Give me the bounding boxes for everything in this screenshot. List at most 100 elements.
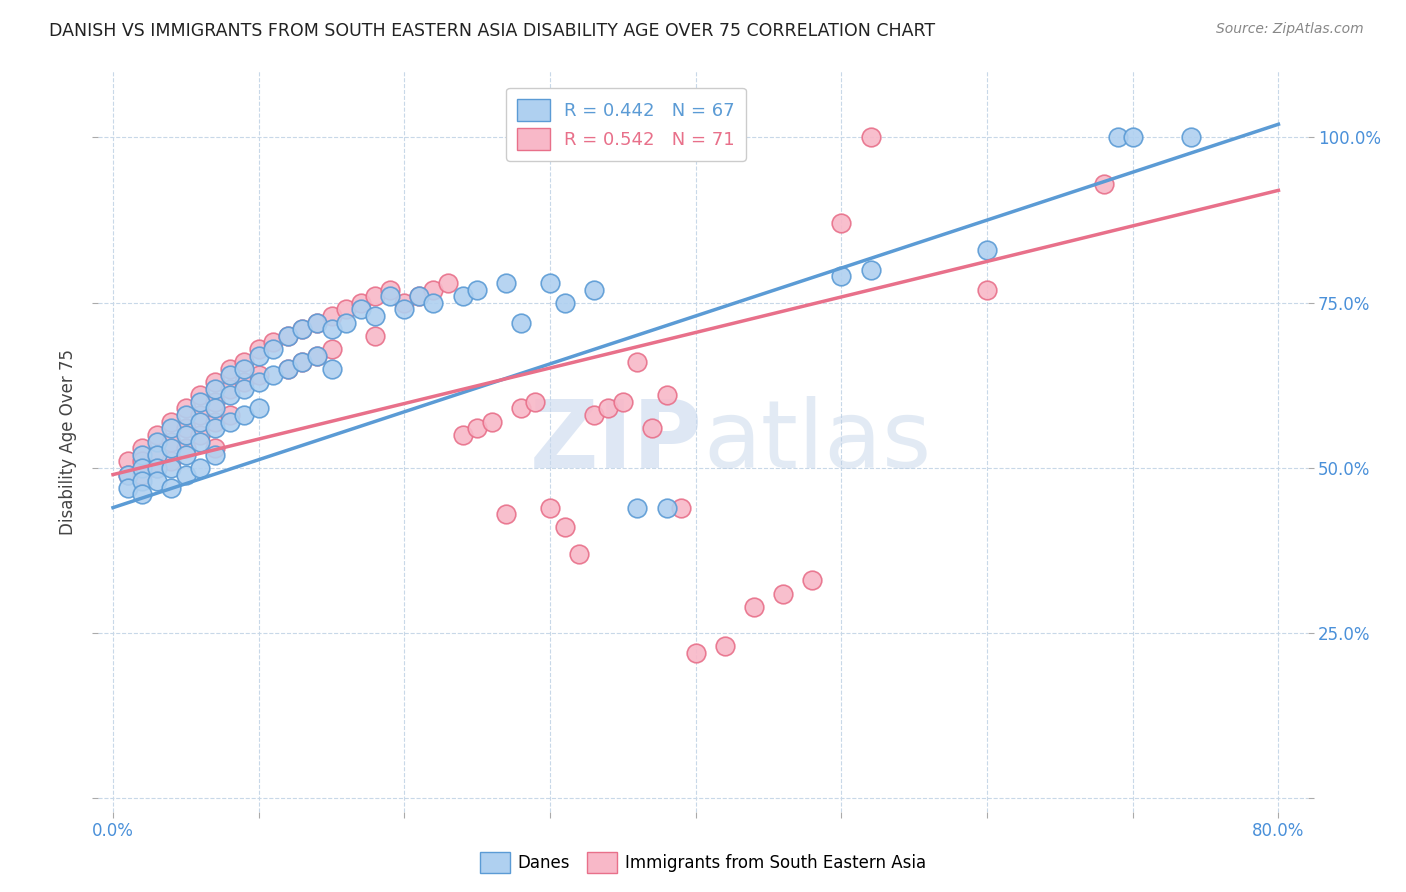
Point xyxy=(174,428,197,442)
Point xyxy=(1092,177,1115,191)
Point xyxy=(233,382,256,396)
Point xyxy=(305,349,328,363)
Legend: Danes, Immigrants from South Eastern Asia: Danes, Immigrants from South Eastern Asi… xyxy=(472,846,934,880)
Point xyxy=(145,448,167,462)
Point xyxy=(582,283,605,297)
Point xyxy=(830,216,852,230)
Point xyxy=(204,441,226,455)
Point xyxy=(117,454,139,468)
Point xyxy=(131,454,153,468)
Point xyxy=(350,302,373,317)
Point xyxy=(218,368,240,383)
Point xyxy=(190,428,212,442)
Point xyxy=(277,328,299,343)
Point xyxy=(626,355,648,369)
Point xyxy=(145,428,167,442)
Point xyxy=(451,289,474,303)
Point xyxy=(204,401,226,416)
Point xyxy=(145,461,167,475)
Point xyxy=(117,481,139,495)
Point xyxy=(394,295,416,310)
Point xyxy=(218,388,240,402)
Point xyxy=(364,328,387,343)
Point xyxy=(408,289,430,303)
Point xyxy=(554,295,576,310)
Point xyxy=(160,441,183,455)
Point xyxy=(465,421,488,435)
Point xyxy=(277,361,299,376)
Point xyxy=(378,283,401,297)
Point xyxy=(509,316,531,330)
Point xyxy=(408,289,430,303)
Text: DANISH VS IMMIGRANTS FROM SOUTH EASTERN ASIA DISABILITY AGE OVER 75 CORRELATION : DANISH VS IMMIGRANTS FROM SOUTH EASTERN … xyxy=(49,22,935,40)
Point xyxy=(233,361,256,376)
Point xyxy=(422,295,444,310)
Point xyxy=(204,415,226,429)
Point xyxy=(669,500,692,515)
Point xyxy=(190,434,212,449)
Point xyxy=(131,474,153,488)
Point xyxy=(174,421,197,435)
Point xyxy=(1122,130,1144,145)
Point xyxy=(1107,130,1129,145)
Point xyxy=(859,262,882,277)
Point xyxy=(262,335,284,350)
Point xyxy=(612,395,634,409)
Point xyxy=(976,283,998,297)
Point xyxy=(247,342,270,356)
Point xyxy=(247,375,270,389)
Point xyxy=(277,361,299,376)
Point xyxy=(321,322,343,336)
Point xyxy=(131,441,153,455)
Point xyxy=(509,401,531,416)
Point xyxy=(218,415,240,429)
Point xyxy=(291,322,314,336)
Point xyxy=(305,349,328,363)
Point xyxy=(233,408,256,422)
Point xyxy=(305,316,328,330)
Point xyxy=(190,415,212,429)
Point xyxy=(117,467,139,482)
Point xyxy=(859,130,882,145)
Point xyxy=(335,316,357,330)
Point xyxy=(335,302,357,317)
Point xyxy=(364,309,387,323)
Point xyxy=(291,355,314,369)
Point xyxy=(742,599,765,614)
Point xyxy=(481,415,503,429)
Point xyxy=(655,388,678,402)
Point xyxy=(204,448,226,462)
Point xyxy=(131,461,153,475)
Point xyxy=(305,316,328,330)
Point xyxy=(117,467,139,482)
Point xyxy=(554,520,576,534)
Point xyxy=(568,547,591,561)
Point xyxy=(204,421,226,435)
Point xyxy=(976,243,998,257)
Point xyxy=(174,408,197,422)
Point xyxy=(641,421,664,435)
Point xyxy=(131,487,153,501)
Point xyxy=(655,500,678,515)
Point xyxy=(145,474,167,488)
Point xyxy=(685,646,707,660)
Point xyxy=(247,401,270,416)
Point xyxy=(233,355,256,369)
Point xyxy=(538,276,561,290)
Text: ZIP: ZIP xyxy=(530,395,703,488)
Point xyxy=(190,395,212,409)
Point xyxy=(262,342,284,356)
Point xyxy=(131,448,153,462)
Point xyxy=(262,368,284,383)
Point xyxy=(174,467,197,482)
Point xyxy=(350,295,373,310)
Point xyxy=(451,428,474,442)
Point xyxy=(145,434,167,449)
Point xyxy=(626,500,648,515)
Point xyxy=(218,408,240,422)
Point xyxy=(190,408,212,422)
Text: Source: ZipAtlas.com: Source: ZipAtlas.com xyxy=(1216,22,1364,37)
Text: atlas: atlas xyxy=(703,395,931,488)
Point xyxy=(598,401,620,416)
Point xyxy=(437,276,460,290)
